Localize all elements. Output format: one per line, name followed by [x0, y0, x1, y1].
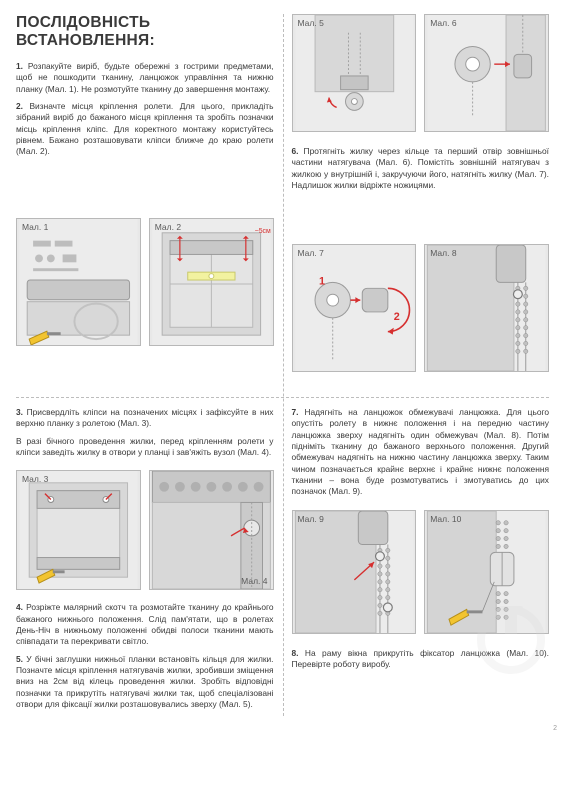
step-num: 8. — [292, 648, 299, 658]
step-4: 4. Розріжте малярний скотч та розмотайте… — [16, 602, 274, 647]
figure-label: Мал. 8 — [430, 248, 456, 258]
step-3b: В разі бічного проведення жилки, перед к… — [16, 436, 274, 459]
figure-label: Мал. 1 — [22, 222, 48, 232]
step-text: Надягніть на ланцюжок обмежувачі ланцюжк… — [292, 407, 550, 496]
step-text: На раму вікна прикрутіть фіксатор ланцюж… — [292, 648, 550, 669]
step-num: 4. — [16, 602, 23, 612]
fig1-illustration — [17, 219, 140, 345]
step-text: Визначте місця кріплення ролети. Для цьо… — [16, 101, 274, 156]
step-text: Присвердліть кліпси на позначених місцях… — [16, 407, 274, 428]
quadrant-bottom-left: 3. Присвердліть кліпси на позначених міс… — [16, 391, 274, 716]
figure-row: Мал. 9 — [292, 510, 550, 634]
step-num: 2. — [16, 101, 23, 111]
step-num: 6. — [292, 146, 299, 156]
fig10-illustration — [425, 511, 548, 633]
step-6: 6. Протягніть жилку через кільце та перш… — [292, 146, 550, 191]
figure-2: Мал. 2 ~5см — [149, 218, 274, 346]
fig2-illustration: ~5см — [150, 219, 273, 345]
quadrant-top-right: Мал. 5 Мал. 6 — [292, 14, 550, 391]
vertical-separator — [283, 14, 284, 716]
figure-label: Мал. 10 — [430, 514, 461, 524]
horizontal-separator — [16, 397, 549, 398]
step-text: В разі бічного проведення жилки, перед к… — [16, 436, 274, 457]
step-num: 5. — [16, 654, 23, 664]
step-3: 3. Присвердліть кліпси на позначених міс… — [16, 407, 274, 430]
fig3-illustration — [17, 471, 140, 589]
fig5-illustration — [293, 15, 416, 131]
figure-row: Мал. 1 — [16, 218, 274, 346]
figure-6: Мал. 6 — [424, 14, 549, 132]
figure-8: Мал. 8 — [424, 244, 549, 372]
anno-1: 1 — [318, 276, 324, 288]
limiter-icon — [514, 290, 523, 299]
figure-1: Мал. 1 — [16, 218, 141, 346]
step-text: Розріжте малярний скотч та розмотайте тк… — [16, 602, 274, 646]
figure-row: Мал. 7 1 2 Мал. 8 — [292, 244, 550, 372]
step-2: 2. Визначте місця кріплення ролети. Для … — [16, 101, 274, 158]
step-text: Розпакуйте виріб, будьте обережні з гост… — [16, 61, 274, 94]
step-num: 7. — [292, 407, 299, 417]
fig8-illustration — [425, 245, 548, 371]
figure-label: Мал. 7 — [298, 248, 324, 258]
figure-5: Мал. 5 — [292, 14, 417, 132]
step-num: 3. — [16, 407, 23, 417]
anno-2: 2 — [393, 311, 399, 323]
figure-label: Мал. 6 — [430, 18, 456, 28]
quadrant-bottom-right: 7. Надягніть на ланцюжок обмежувачі ланц… — [292, 391, 550, 716]
fig9-illustration — [293, 511, 416, 633]
page-title: ПОСЛІДОВНІСТЬ ВСТАНОВЛЕННЯ: — [16, 14, 274, 50]
dimension-label: ~5см — [254, 228, 270, 235]
figure-label: Мал. 3 — [22, 474, 48, 484]
figure-label: Мал. 9 — [298, 514, 324, 524]
step-num: 1. — [16, 61, 23, 71]
figure-label: Мал. 5 — [298, 18, 324, 28]
fig4-illustration — [150, 471, 273, 589]
page: ПОСЛІДОВНІСТЬ ВСТАНОВЛЕННЯ: 1. Розпакуйт… — [0, 0, 565, 736]
step-text: Протягніть жилку через кільце та перший … — [292, 146, 550, 190]
step-7: 7. Надягніть на ланцюжок обмежувачі ланц… — [292, 407, 550, 498]
figure-10: Мал. 10 — [424, 510, 549, 634]
page-number: 2 — [553, 725, 557, 732]
figure-9: Мал. 9 — [292, 510, 417, 634]
figure-4: Мал. 4 — [149, 470, 274, 590]
figure-row: Мал. 3 Мал. 4 — [16, 470, 274, 590]
step-text: У бічні заглушки нижньої планки встанові… — [16, 654, 274, 709]
step-5: 5. У бічні заглушки нижньої планки встан… — [16, 654, 274, 711]
fig7-illustration: 1 2 — [293, 245, 416, 371]
step-8: 8. На раму вікна прикрутіть фіксатор лан… — [292, 648, 550, 671]
figure-label: Мал. 2 — [155, 222, 181, 232]
figure-row: Мал. 5 Мал. 6 — [292, 14, 550, 132]
figure-label: Мал. 4 — [241, 576, 267, 586]
quadrant-top-left: ПОСЛІДОВНІСТЬ ВСТАНОВЛЕННЯ: 1. Розпакуйт… — [16, 14, 274, 391]
figure-3: Мал. 3 — [16, 470, 141, 590]
step-1: 1. Розпакуйте виріб, будьте обережні з г… — [16, 61, 274, 95]
fig6-illustration — [425, 15, 548, 131]
figure-7: Мал. 7 1 2 — [292, 244, 417, 372]
